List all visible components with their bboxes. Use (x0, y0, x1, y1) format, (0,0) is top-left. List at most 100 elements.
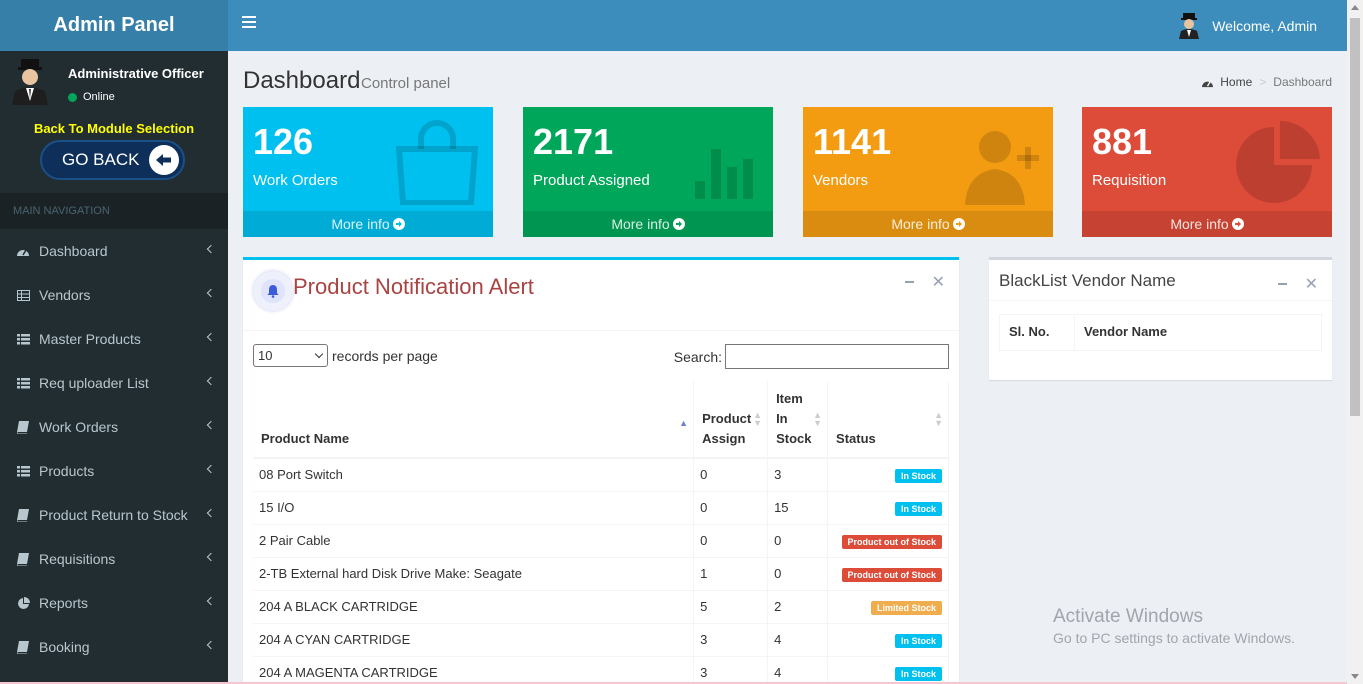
sort-icon: ▲ ▼ (753, 410, 763, 428)
sidebar-item-dashboard[interactable]: Dashboard (0, 229, 228, 273)
sidebar-item-label: Req uploader List (39, 375, 149, 391)
column-label: Status (836, 431, 876, 446)
collapse-icon[interactable] (904, 281, 914, 283)
bell-badge (253, 271, 293, 311)
sidebar-item-master-products[interactable]: Master Products (0, 317, 228, 361)
records-label: records per page (332, 347, 438, 364)
sidebar-item-label: Dashboard (39, 243, 108, 259)
product-name-cell: 204 A MAGENTA CARTRIDGE (253, 655, 695, 684)
close-icon[interactable]: ✕ (931, 274, 945, 291)
page-subtitle: Control panel (361, 75, 451, 92)
sidebar-item-work-orders[interactable]: Work Orders (0, 405, 228, 449)
chevron-down-icon (314, 349, 324, 359)
breadcrumb: Home > Dashboard (1201, 75, 1332, 89)
stat-box-product-assigned: 2171 Product Assigned More info (523, 107, 773, 237)
stat-value: 1141 (813, 121, 892, 162)
more-info-link[interactable]: More info (803, 211, 1053, 237)
table-row: 15 I/O 0 15 In Stock (253, 490, 949, 524)
product-assign-cell: 0 (693, 457, 769, 491)
column-header-item-in-stock[interactable]: Item In Stock ▲ ▼ (767, 381, 829, 459)
search-input[interactable] (725, 344, 949, 369)
sidebar-item-vendors[interactable]: Vendors (0, 273, 228, 317)
column-header-status[interactable]: Status ▲ ▼ (827, 381, 949, 459)
table-row: 2 Pair Cable 0 0 Product out of Stock (253, 523, 949, 557)
chevron-left-icon (206, 420, 216, 430)
product-table: Product Name ▲ Product Assign ▲ ▼ Item In S… (253, 381, 949, 684)
main-navigation-header: MAIN NAVIGATION (0, 193, 228, 229)
sidebar-item-req-uploader-list[interactable]: Req uploader List (0, 361, 228, 405)
column-header-sl-no[interactable]: Sl. No. (1000, 315, 1075, 350)
sidebar-item-requisitions[interactable]: Requisitions (0, 537, 228, 581)
shopping-bag-icon (395, 120, 479, 205)
sidebar-item-reports[interactable]: Reports (0, 581, 228, 625)
watermark-title: Activate Windows (1053, 606, 1203, 627)
breadcrumb-current: Dashboard (1273, 75, 1332, 89)
more-info-link[interactable]: More info (523, 211, 773, 237)
chevron-left-icon (206, 332, 216, 342)
horizontal-scroll-strip (0, 682, 1347, 684)
blacklist-vendor-panel: BlackList Vendor Name ✕ Sl. No. Vendor N… (989, 257, 1332, 380)
panel-title: Product Notification Alert (293, 274, 534, 299)
product-assign-cell: 0 (693, 523, 769, 557)
blacklist-table-header: Sl. No. Vendor Name (999, 314, 1322, 351)
column-header-vendor-name[interactable]: Vendor Name (1084, 324, 1168, 339)
stat-label: Work Orders (253, 172, 338, 189)
scrollbar-thumb[interactable] (1350, 18, 1360, 416)
product-name-cell: 2 Pair Cable (253, 523, 695, 557)
sidebar-item-product-return-to-stock[interactable]: Product Return to Stock (0, 493, 228, 537)
pie-chart-icon (16, 596, 30, 610)
hamburger-menu-icon[interactable] (242, 16, 256, 30)
product-assign-cell: 5 (693, 589, 769, 623)
product-name-cell: 204 A BLACK CARTRIDGE (253, 589, 695, 623)
arrow-circle-right-icon (672, 218, 685, 230)
column-header-product-name[interactable]: Product Name ▲ (253, 381, 695, 459)
go-back-button[interactable]: GO BACK (40, 140, 185, 180)
user-plus-icon (965, 131, 1039, 205)
product-notification-panel: Product Notification Alert ✕ 10 records … (243, 257, 959, 684)
chevron-left-icon (206, 288, 216, 298)
table-search: Search: (674, 344, 949, 369)
product-assign-cell: 3 (693, 655, 769, 684)
records-per-page: 10 records per page (253, 344, 438, 367)
sidebar-item-products[interactable]: Products (0, 449, 228, 493)
status-badge: Limited Stock (870, 600, 942, 615)
close-icon[interactable]: ✕ (1304, 276, 1318, 293)
sidebar-item-label: Master Products (39, 331, 141, 347)
column-header-product-assign[interactable]: Product Assign ▲ ▼ (693, 381, 769, 459)
panel-divider (989, 300, 1332, 301)
table-row: 204 A CYAN CARTRIDGE 3 4 In Stock (253, 622, 949, 656)
breadcrumb-home-link[interactable]: Home (1220, 75, 1253, 89)
collapse-icon[interactable] (1277, 283, 1287, 285)
more-info-label: More info (331, 216, 390, 232)
list-icon (16, 376, 30, 390)
book-icon (16, 552, 30, 566)
more-info-link[interactable]: More info (1082, 211, 1332, 237)
user-status: Online (68, 91, 115, 103)
status-text: Online (83, 91, 115, 103)
page-size-value: 10 (258, 348, 273, 363)
more-info-link[interactable]: More info (243, 211, 493, 237)
app-logo[interactable]: Admin Panel (0, 0, 228, 51)
product-assign-cell: 3 (693, 622, 769, 656)
more-info-label: More info (891, 216, 950, 232)
sidebar-item-booking[interactable]: Booking (0, 625, 228, 669)
welcome-text: Welcome, Admin (1212, 17, 1317, 34)
status-badge: In Stock (894, 633, 942, 648)
page-scrollbar[interactable] (1347, 0, 1363, 684)
arrow-circle-right-icon (1231, 218, 1244, 230)
page-size-select[interactable]: 10 (253, 344, 328, 367)
stat-box-work-orders: 126 Work Orders More info (243, 107, 493, 237)
sidebar-item-label: Reports (39, 595, 89, 611)
item-in-stock-cell: 4 (767, 622, 829, 656)
sidebar-item-label: Products (39, 463, 95, 479)
status-cell: In Stock (827, 490, 949, 524)
user-menu[interactable]: Welcome, Admin (1178, 0, 1317, 51)
item-in-stock-cell: 2 (767, 589, 829, 623)
scroll-up-arrow-icon[interactable] (1351, 5, 1359, 10)
chevron-left-icon (206, 508, 216, 518)
scroll-down-arrow-icon[interactable] (1351, 674, 1359, 679)
chevron-left-icon (206, 640, 216, 650)
stat-box-requisition: 881 Requisition More info (1082, 107, 1332, 237)
stat-label: Vendors (813, 172, 869, 189)
chevron-left-icon (206, 376, 216, 386)
